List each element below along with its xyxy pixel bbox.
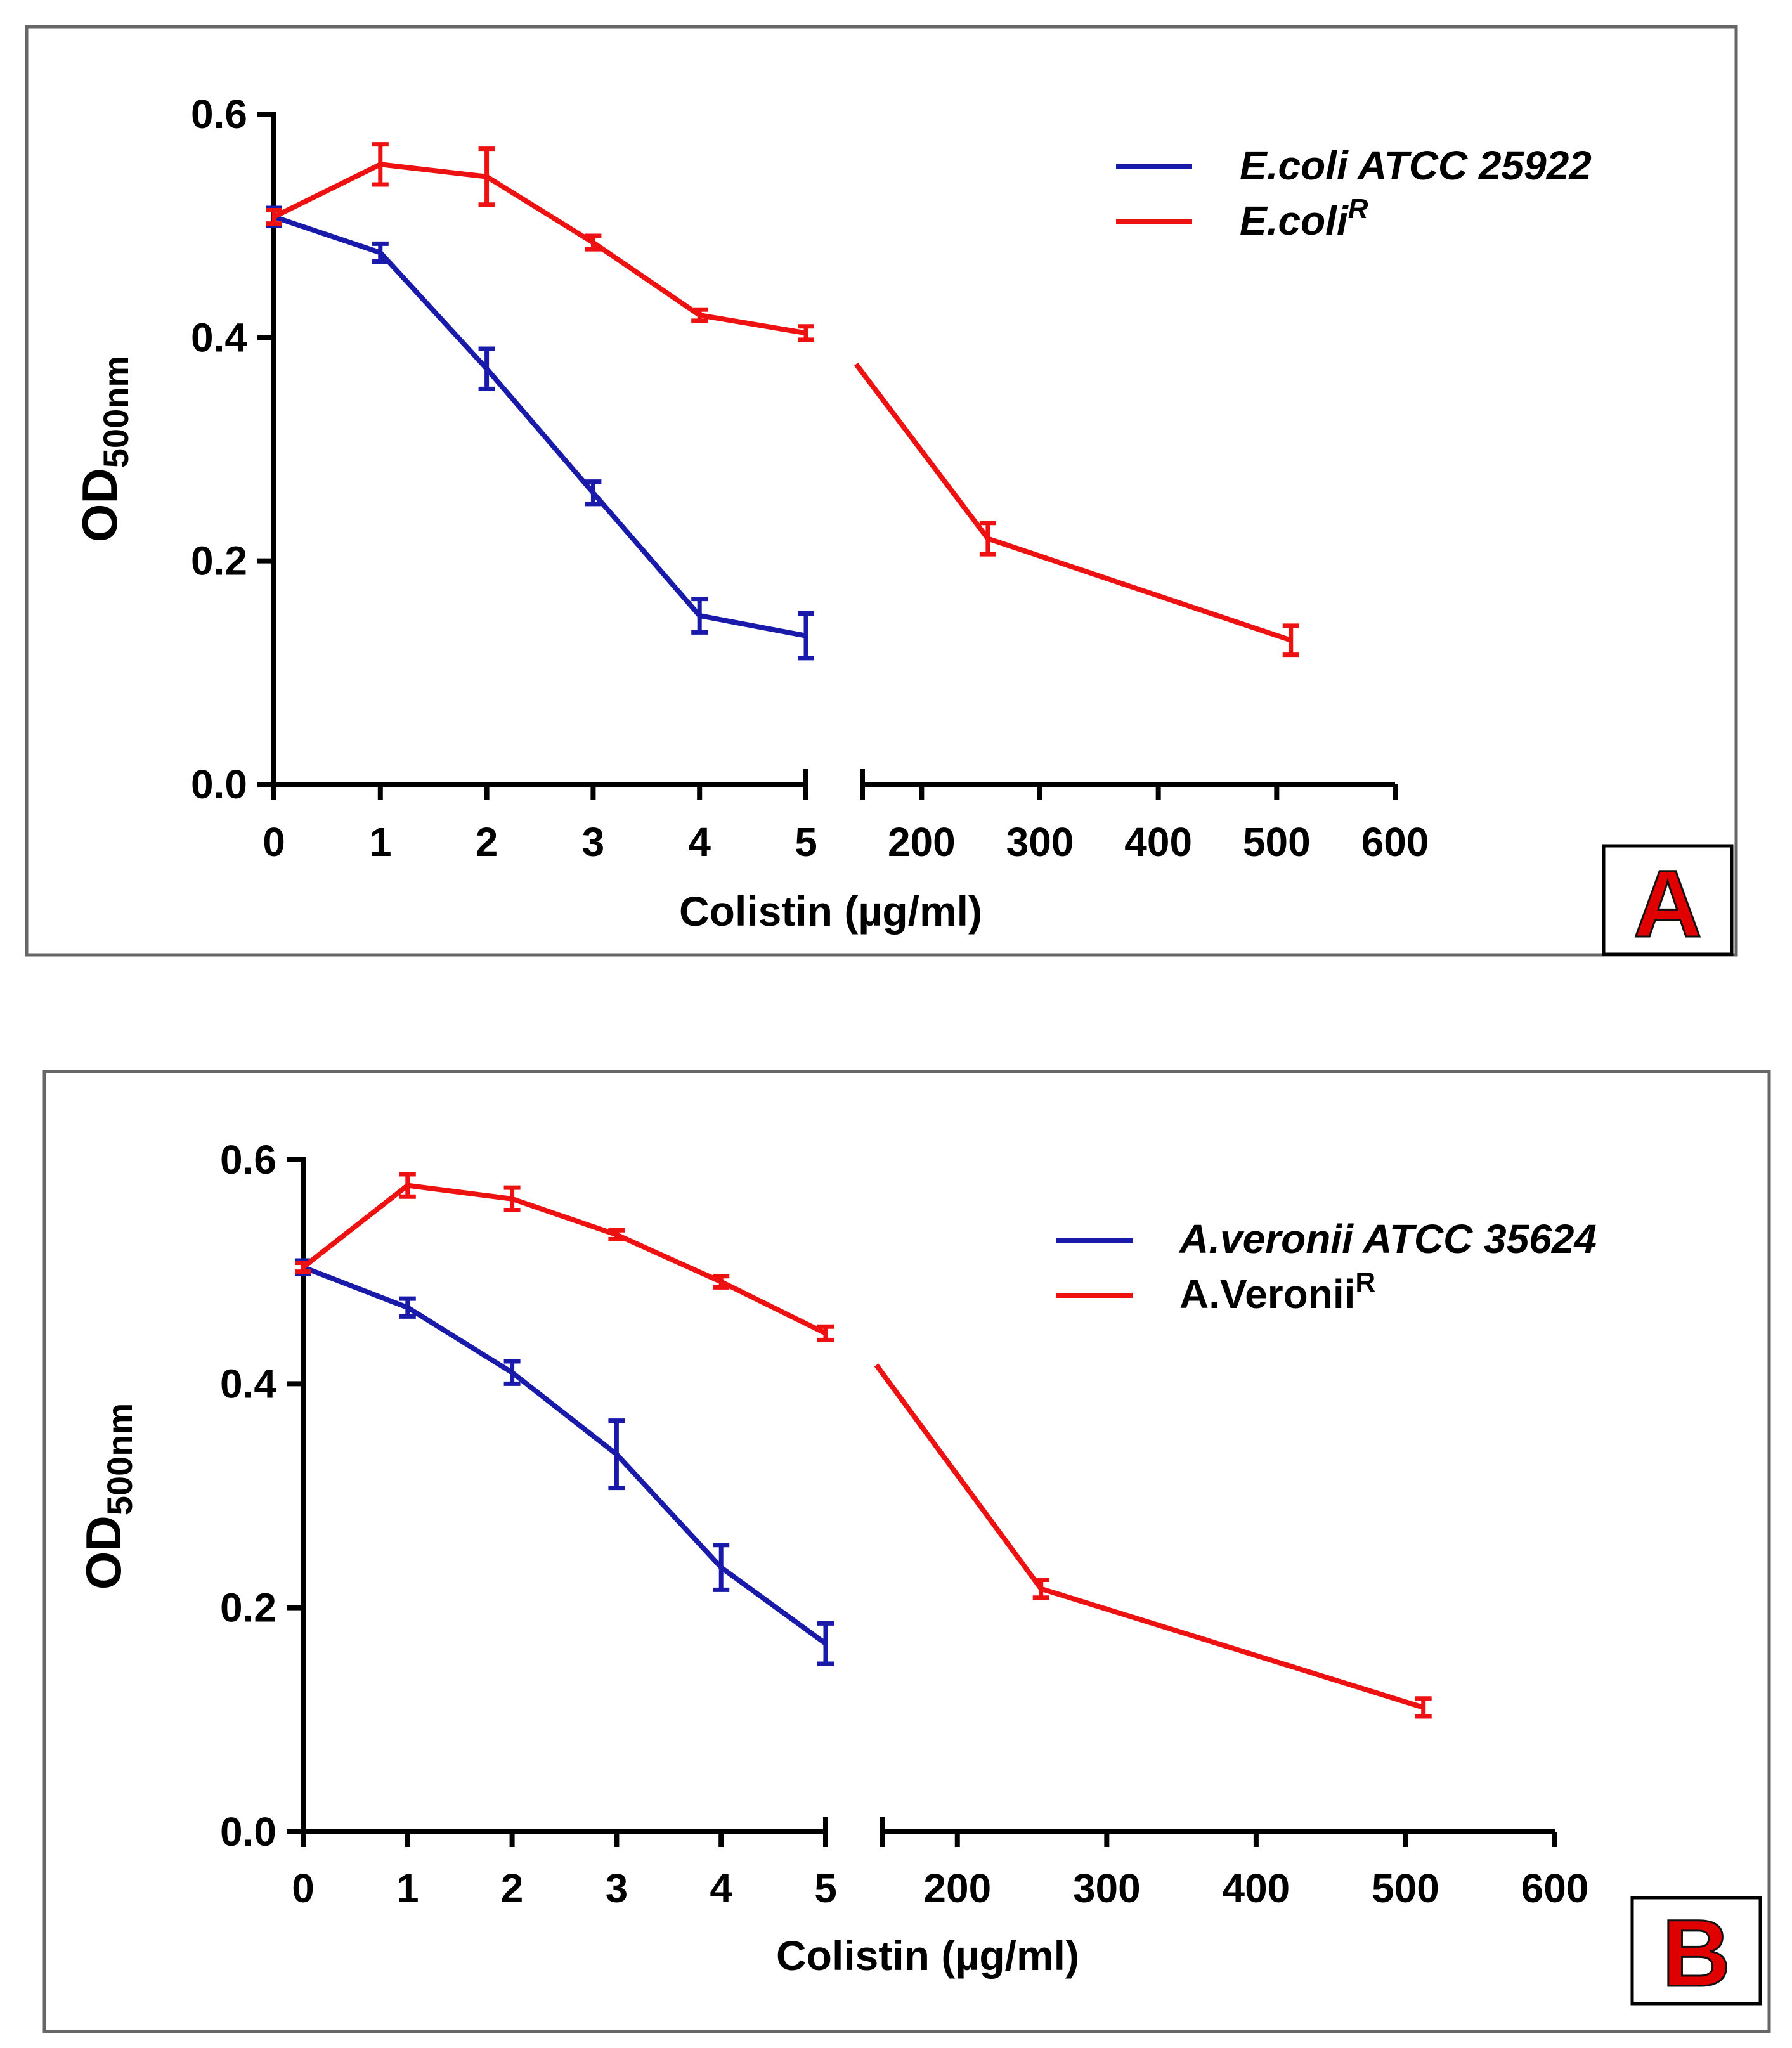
- x-tick-label: 0: [292, 1865, 315, 1911]
- x-tick-label: 600: [1361, 819, 1429, 865]
- data-point: [372, 241, 389, 264]
- x-tick-label: 4: [688, 819, 711, 865]
- data-point: [503, 1185, 521, 1212]
- y-axis-title-subscript: 500nm: [100, 1403, 140, 1515]
- legend-label-name: E.coli: [1240, 198, 1349, 243]
- series-resistant: [266, 142, 1299, 658]
- y-tick-label: 0.0: [220, 1809, 276, 1855]
- legend-label-name: A.Veronii: [1179, 1271, 1355, 1317]
- data-point: [1032, 1578, 1049, 1600]
- x-tick-label: 400: [1222, 1865, 1290, 1911]
- legend-label-name: A.veronii ATCC 35624: [1178, 1216, 1597, 1262]
- x-tick-label: 300: [1006, 819, 1074, 865]
- y-axis-title-subscript: 500nm: [96, 356, 136, 468]
- y-tick-label: 0.6: [220, 1137, 276, 1183]
- legend-entry: E.coliR: [1116, 193, 1368, 243]
- x-axis-title: Colistin (µg/ml): [679, 888, 982, 935]
- data-point: [713, 1543, 730, 1592]
- series-wildtype: [266, 205, 814, 661]
- x-tick-label: 400: [1124, 819, 1192, 865]
- panel-frame: [42, 1070, 1771, 2033]
- x-tick-label: 1: [369, 819, 392, 865]
- data-point: [585, 479, 602, 507]
- x-tick-label: 5: [814, 1865, 837, 1911]
- data-point: [372, 142, 389, 187]
- chart-panel-b: 0.0 0.2 0.4 0.6 0 1 2 3 4 5 200 300 400 500 600 Colisti…: [42, 1070, 1771, 2033]
- data-point: [266, 208, 282, 226]
- data-point: [399, 1296, 416, 1319]
- x-tick-label: 5: [795, 819, 817, 865]
- legend-entry: A.veronii ATCC 35624: [1056, 1216, 1597, 1262]
- x-axis-title: Colistin (µg/ml): [776, 1932, 1079, 1979]
- panel-letter: A: [1633, 850, 1702, 957]
- data-point: [817, 1324, 834, 1342]
- data-point: [798, 611, 814, 661]
- data-point: [478, 346, 495, 391]
- x-tick-label: 0: [263, 819, 285, 865]
- x-tick-label: 1: [396, 1865, 419, 1911]
- data-point: [1415, 1696, 1432, 1719]
- x-tick-label: 3: [606, 1865, 628, 1911]
- data-point: [585, 233, 602, 252]
- x-tick-label: 500: [1243, 819, 1311, 865]
- x-tick-label: 2: [476, 819, 498, 865]
- data-point: [608, 1228, 625, 1241]
- y-axis-title-main: OD: [72, 468, 127, 542]
- series-resistant: [295, 1172, 1432, 1719]
- legend-label-superscript: R: [1355, 1267, 1375, 1298]
- series-line: [854, 362, 1292, 643]
- x-tick-label: 3: [582, 819, 605, 865]
- x-tick-label: 500: [1372, 1865, 1439, 1911]
- legend-label: E.coliR: [1240, 193, 1368, 243]
- x-tick-label: 600: [1521, 1865, 1589, 1911]
- legend-label: A.veronii ATCC 35624: [1178, 1216, 1597, 1262]
- data-point: [478, 146, 495, 207]
- panel-letter-box: [1630, 1896, 1762, 2006]
- y-tick-label: 0.4: [191, 314, 247, 360]
- data-point: [817, 1621, 834, 1666]
- panel-letter: B: [1662, 1900, 1730, 2006]
- data-point: [295, 1261, 311, 1274]
- data-point: [798, 324, 814, 342]
- x-tick-label: 200: [923, 1865, 991, 1911]
- data-point: [979, 521, 996, 557]
- legend-label: A.VeroniiR: [1179, 1267, 1375, 1317]
- series-wildtype: [295, 1258, 834, 1666]
- data-point: [608, 1418, 625, 1491]
- legend-entry: A.VeroniiR: [1056, 1267, 1375, 1317]
- y-axis-title: OD500nm: [75, 1403, 140, 1590]
- y-tick-label: 0.4: [220, 1361, 276, 1406]
- y-tick-label: 0.2: [220, 1585, 276, 1631]
- y-tick-label: 0.0: [191, 762, 247, 807]
- x-tick-label: 4: [710, 1865, 732, 1911]
- x-tick-label: 200: [888, 819, 956, 865]
- panel-letter-box: [1602, 844, 1734, 956]
- legend-label-superscript: R: [1348, 193, 1368, 224]
- data-point: [713, 1274, 730, 1290]
- series-line: [302, 1264, 828, 1646]
- data-point: [691, 307, 708, 323]
- legend-label-name: E.coli ATCC 25922: [1240, 143, 1592, 188]
- series-line: [273, 214, 807, 638]
- data-point: [399, 1172, 416, 1199]
- data-point: [503, 1359, 521, 1386]
- y-tick-label: 0.2: [191, 538, 247, 584]
- y-tick-label: 0.6: [191, 91, 247, 137]
- x-tick-label: 300: [1073, 1865, 1141, 1911]
- legend-entry: E.coli ATCC 25922: [1116, 143, 1592, 188]
- y-axis-title-main: OD: [75, 1515, 131, 1590]
- data-point: [691, 597, 708, 635]
- x-tick-label: 2: [501, 1865, 524, 1911]
- data-point: [1282, 623, 1299, 658]
- chart-panel-a: 0.0 0.2 0.4 0.6 0 1 2 3 4 5 200 300 400 500 600 Colisti…: [25, 25, 1738, 958]
- series-line: [273, 162, 807, 336]
- series-line: [874, 1363, 1424, 1710]
- panel-frame: [25, 25, 1738, 957]
- legend-label: E.coli ATCC 25922: [1240, 143, 1592, 188]
- y-axis-title: OD500nm: [72, 356, 136, 542]
- series-line: [301, 1183, 827, 1336]
